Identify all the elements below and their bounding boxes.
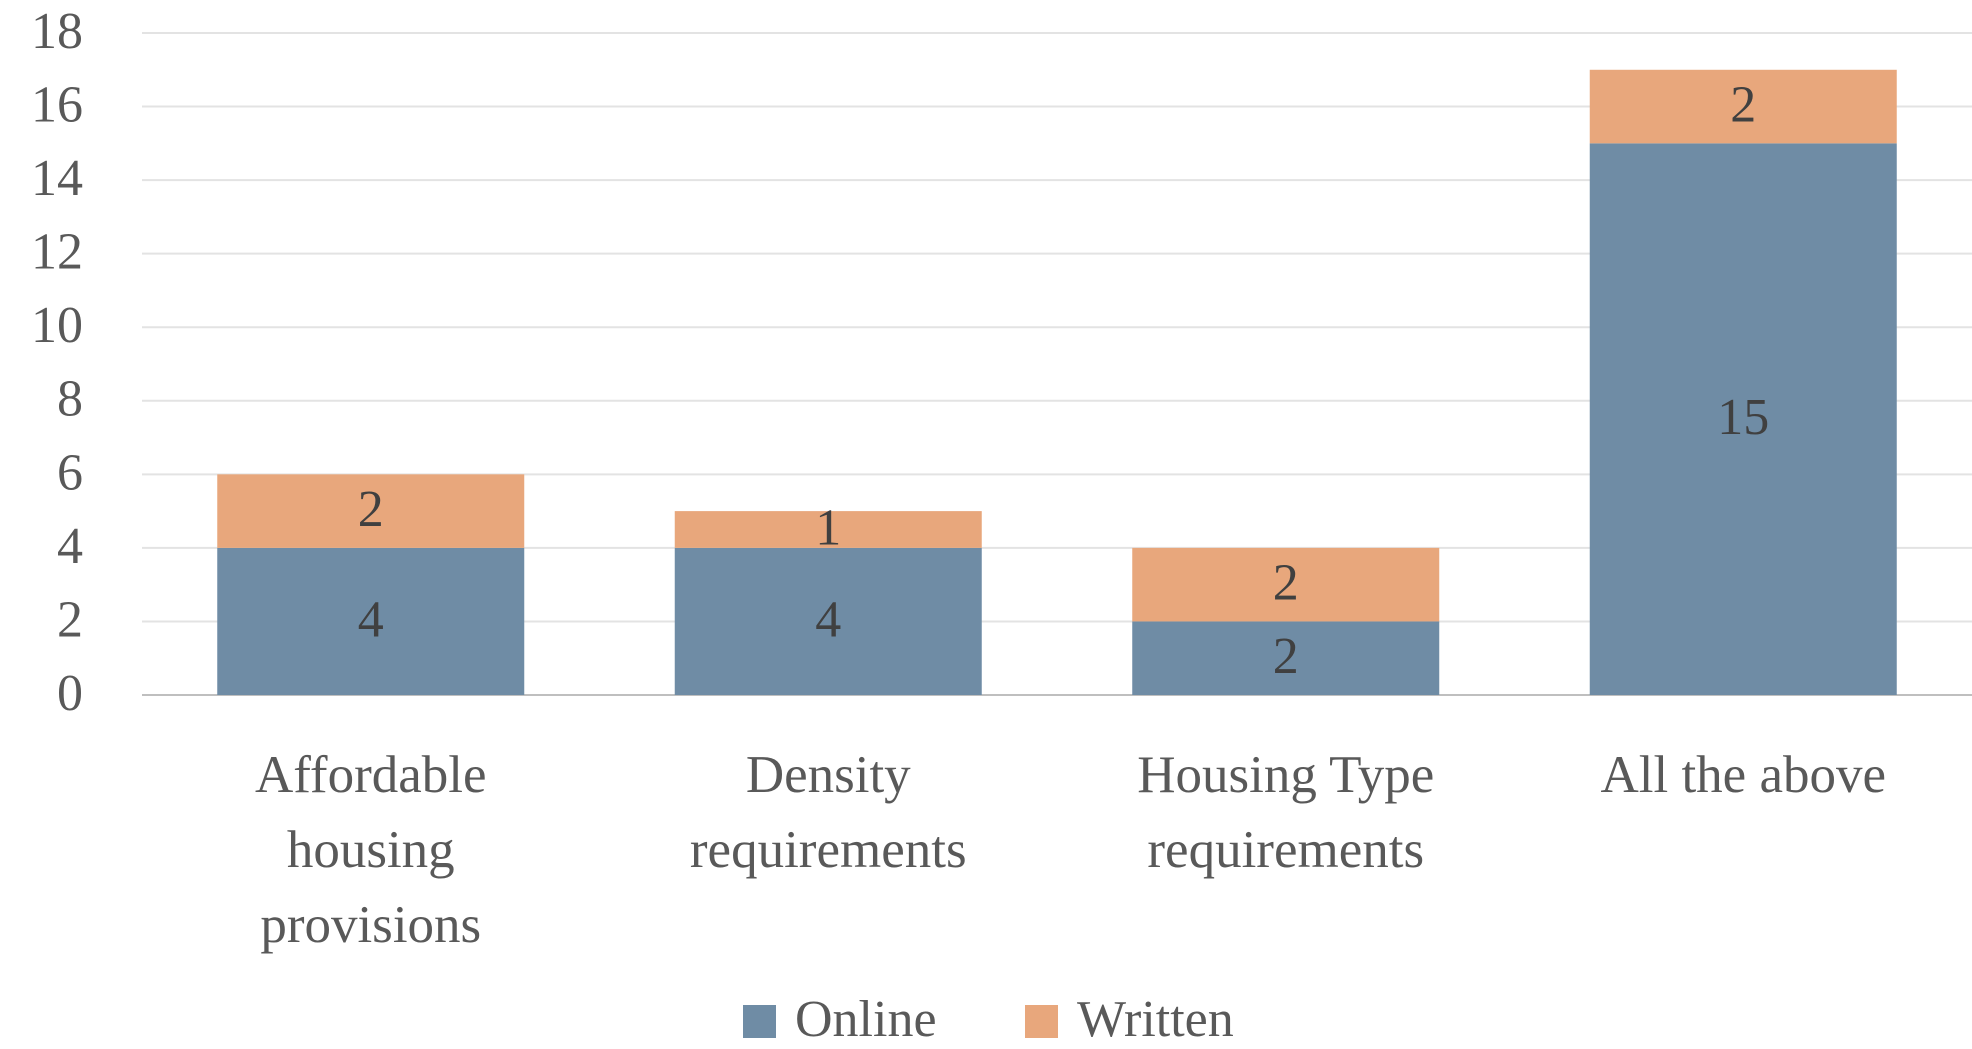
x-tick-label: Density requirements [689,746,967,879]
bar-segment [1132,547,1440,622]
data-label: 2 [1730,76,1756,133]
y-tick-label: 10 [31,297,83,354]
data-label: 2 [1273,628,1299,685]
legend-label: Online [795,991,937,1048]
bar-segment [674,547,982,695]
bar-segment [217,474,525,548]
bar-segment [1589,69,1897,144]
x-tick-label: Affordable housing provisions [254,746,487,954]
y-tick-label: 2 [57,591,83,648]
y-tick-label: 14 [31,150,83,207]
data-label: 4 [815,591,841,648]
bar-segment [1589,143,1897,696]
legend-swatch [1025,1005,1058,1038]
data-label: 1 [815,499,841,556]
y-tick-label: 8 [57,371,83,428]
legend-swatch [743,1005,776,1038]
data-label: 4 [358,591,384,648]
y-tick-label: 4 [57,518,83,575]
x-tick-label: All the above [1600,746,1887,804]
x-tick-label: Housing Type requirements [1137,746,1435,879]
data-label: 15 [1717,389,1769,446]
y-tick-label: 12 [31,224,83,281]
y-tick-label: 16 [31,76,83,133]
y-tick-label: 6 [57,444,83,501]
y-tick-label: 18 [31,3,83,60]
bar-segment [217,547,525,695]
data-label: 2 [358,481,384,538]
y-tick-label: 0 [57,665,83,722]
bar-segment [674,511,982,548]
legend-label: Written [1077,991,1234,1048]
data-label: 2 [1273,555,1299,612]
bar-segment [1132,621,1440,695]
